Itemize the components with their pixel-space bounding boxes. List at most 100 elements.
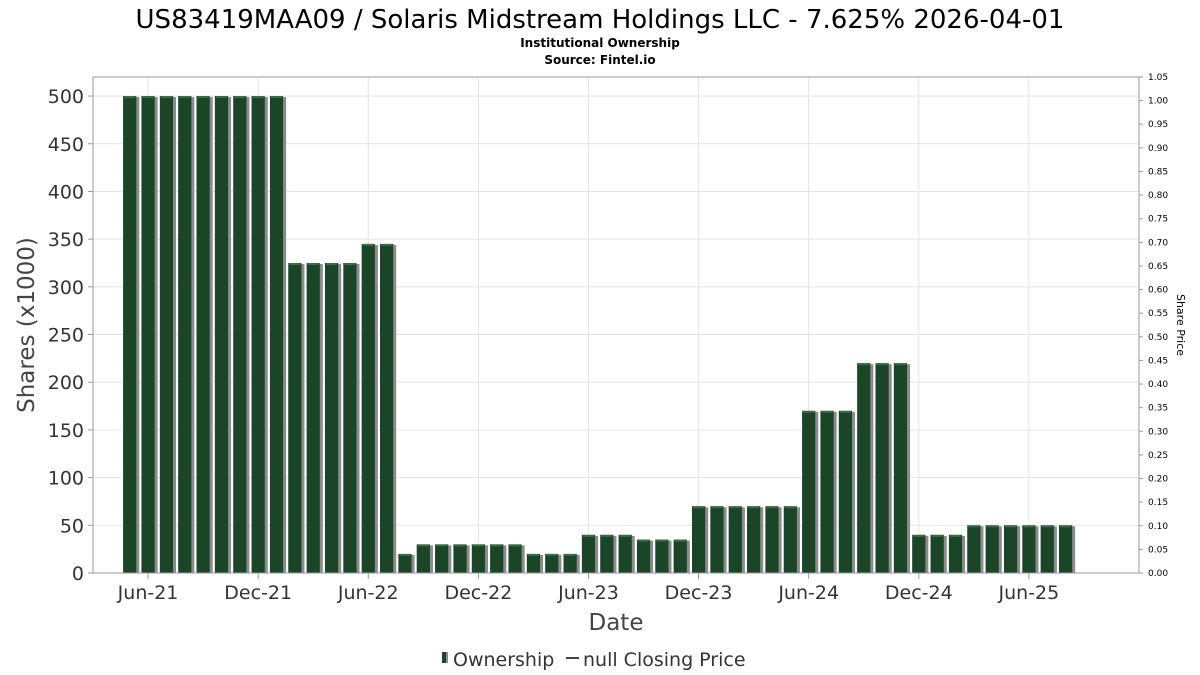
bar-ownership xyxy=(178,96,192,574)
bar-ownership xyxy=(838,410,852,573)
bar-ownership xyxy=(930,534,944,573)
bar-highlight xyxy=(839,410,851,413)
bar-highlight xyxy=(491,544,503,547)
bar-highlight xyxy=(619,534,631,537)
y-right-tick-label: 0.35 xyxy=(1148,404,1168,414)
chart-subtitle: Institutional Ownership xyxy=(520,36,680,50)
bar-ownership xyxy=(361,243,375,573)
bar-highlight xyxy=(270,96,283,99)
bar-ownership xyxy=(1003,525,1018,573)
bar-highlight xyxy=(472,544,484,547)
bar-highlight xyxy=(1041,525,1053,528)
x-tick-label: Jun-21 xyxy=(117,582,179,604)
y-right-tick-label: 0.25 xyxy=(1148,451,1168,461)
y-right-tick-label: 0.40 xyxy=(1148,380,1168,390)
y-right-tick-label: 0.15 xyxy=(1148,498,1168,508)
bar-highlight xyxy=(748,506,760,509)
bar-highlight xyxy=(637,539,650,542)
bar-ownership xyxy=(581,534,596,573)
y-right-tick-label: 0.65 xyxy=(1148,262,1168,272)
bar-highlight xyxy=(913,534,925,537)
bar-highlight xyxy=(711,506,723,509)
bar-ownership xyxy=(1040,525,1054,573)
bar-highlight xyxy=(399,553,411,556)
bar-ownership xyxy=(251,96,265,574)
bars xyxy=(123,96,1076,574)
bar-highlight xyxy=(784,506,796,509)
bar-ownership xyxy=(1058,525,1073,573)
y-tick-label: 100 xyxy=(48,468,84,490)
bar-highlight xyxy=(381,243,393,246)
bar-highlight xyxy=(949,534,962,537)
bar-highlight xyxy=(527,553,540,556)
bar-highlight xyxy=(252,96,264,99)
bar-highlight xyxy=(931,534,943,537)
bar-highlight xyxy=(1059,525,1072,528)
bar-ownership xyxy=(948,534,963,573)
y-right-tick-label: 0.90 xyxy=(1148,144,1168,154)
y-axis-label: Shares (x1000) xyxy=(14,237,40,413)
bar-highlight xyxy=(160,96,173,99)
bar-highlight xyxy=(509,544,521,547)
bar-highlight xyxy=(656,539,668,542)
bar-highlight xyxy=(803,410,815,413)
y-right-tick-label: 0.10 xyxy=(1148,522,1168,532)
legend-closing-price-label: null Closing Price xyxy=(583,649,746,671)
x-tick-label: Dec-21 xyxy=(224,582,292,604)
bar-ownership xyxy=(655,539,669,573)
bar-highlight xyxy=(582,534,595,537)
y-right-tick-label: 1.00 xyxy=(1148,97,1168,107)
bar-ownership xyxy=(1022,525,1036,573)
bar-ownership xyxy=(765,506,779,573)
bar-ownership xyxy=(728,506,742,573)
y-tick-label: 500 xyxy=(48,86,84,108)
bar-ownership xyxy=(710,506,724,573)
legend-ownership-swatch xyxy=(442,652,446,663)
y-axis-label-right: Share Price xyxy=(1174,294,1187,356)
bar-highlight xyxy=(234,96,246,99)
y-axis-left: 0 50 100 150 200 250 300 350 400 450 500 xyxy=(48,86,93,585)
x-tick-label: Dec-22 xyxy=(444,582,512,604)
bar-ownership xyxy=(985,525,999,573)
bar-highlight xyxy=(124,96,136,99)
bar-ownership xyxy=(233,96,247,574)
y-right-tick-label: 0.00 xyxy=(1148,569,1168,579)
bar-ownership xyxy=(802,410,816,573)
y-tick-label: 250 xyxy=(48,325,84,347)
bar-ownership xyxy=(380,243,394,573)
y-right-tick-label: 0.85 xyxy=(1148,167,1168,177)
bar-ownership xyxy=(600,534,614,573)
y-tick-label: 0 xyxy=(72,563,84,585)
y-right-tick-label: 0.75 xyxy=(1148,215,1168,225)
bar-ownership xyxy=(490,544,504,573)
y-tick-label: 450 xyxy=(48,134,84,156)
bar-highlight xyxy=(1023,525,1035,528)
bar-ownership xyxy=(820,410,834,573)
y-right-tick-label: 1.05 xyxy=(1148,73,1168,83)
bar-ownership xyxy=(691,506,706,573)
y-right-tick-label: 0.50 xyxy=(1148,333,1168,343)
bar-highlight xyxy=(766,506,778,509)
x-tick-label: Jun-24 xyxy=(777,582,839,604)
bar-highlight xyxy=(876,363,888,366)
bar-highlight xyxy=(289,263,301,265)
bar-ownership xyxy=(398,553,412,573)
x-tick-label: Jun-22 xyxy=(337,582,399,604)
x-tick-label: Jun-23 xyxy=(557,582,619,604)
y-right-tick-label: 0.45 xyxy=(1148,356,1168,366)
bar-highlight xyxy=(1004,525,1017,528)
y-tick-label: 400 xyxy=(48,181,84,203)
bar-highlight xyxy=(454,544,466,547)
bar-highlight xyxy=(692,506,705,509)
chart-title: US83419MAA09 / Solaris Midstream Holding… xyxy=(136,5,1065,35)
legend-ownership-shadow xyxy=(446,652,448,663)
y-tick-label: 300 xyxy=(48,277,84,299)
bar-ownership xyxy=(912,534,926,573)
y-tick-label: 200 xyxy=(48,372,84,394)
bar-ownership xyxy=(471,544,485,573)
bar-ownership xyxy=(288,263,302,573)
bar-highlight xyxy=(858,363,870,366)
bar-highlight xyxy=(729,506,741,509)
y-tick-label: 150 xyxy=(48,420,84,442)
